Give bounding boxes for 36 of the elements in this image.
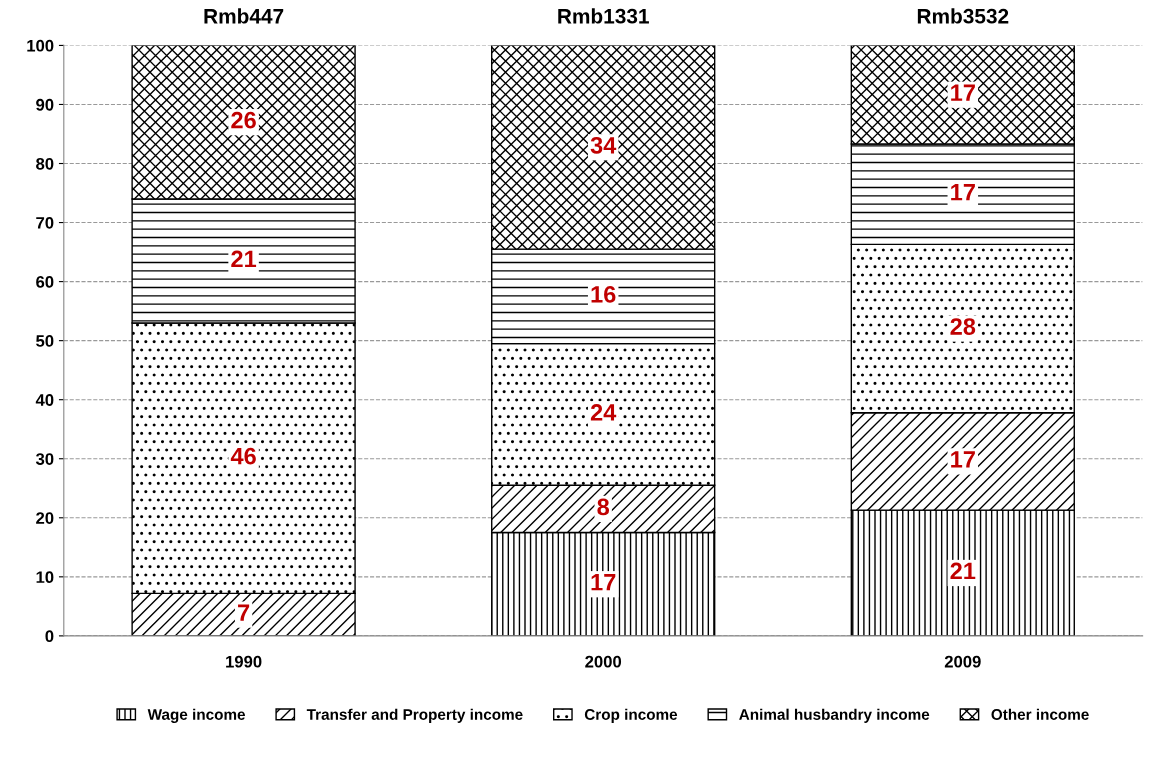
y-tick-label: 50 (36, 335, 54, 347)
data-label: 7 (238, 604, 250, 621)
y-tick-label: 90 (36, 98, 54, 111)
legend-label: Crop income (584, 708, 678, 723)
y-tick-label: 20 (36, 512, 54, 524)
data-label: 16 (591, 285, 616, 303)
data-label: 17 (951, 184, 975, 201)
total-label: Rmb1331 (558, 8, 649, 24)
data-label: 34 (590, 136, 617, 154)
legend-label: Other income (991, 708, 1089, 720)
legend-label: Wage income (147, 708, 246, 723)
data-label: 21 (950, 562, 976, 580)
legend-label: Transfer and Property income (306, 708, 523, 723)
data-label: 17 (951, 84, 975, 101)
x-tick-label: 1990 (226, 655, 262, 668)
data-label: 8 (597, 498, 610, 516)
y-tick-label: 40 (35, 394, 54, 406)
x-tick-label: 2009 (944, 655, 981, 668)
y-tick-label: 0 (45, 630, 54, 643)
y-tick-label: 60 (36, 276, 54, 288)
y-tick-label: 30 (35, 453, 54, 465)
data-label: 21 (231, 250, 257, 268)
data-label: 24 (590, 404, 617, 421)
data-label: 17 (951, 451, 975, 468)
data-label: 46 (230, 447, 256, 465)
y-tick-label: 100 (27, 39, 54, 52)
total-label: Rmb3532 (917, 8, 1009, 24)
y-tick-label: 10 (36, 571, 54, 584)
legend-label: Animal husbandry income (739, 708, 930, 723)
data-label: 28 (950, 318, 976, 335)
y-tick-label: 80 (36, 157, 54, 170)
data-label: 26 (231, 111, 256, 129)
x-tick-label: 2000 (585, 655, 622, 668)
data-label: 17 (591, 574, 616, 591)
y-tick-label: 70 (36, 216, 54, 229)
total-label: Rmb447 (204, 8, 284, 24)
